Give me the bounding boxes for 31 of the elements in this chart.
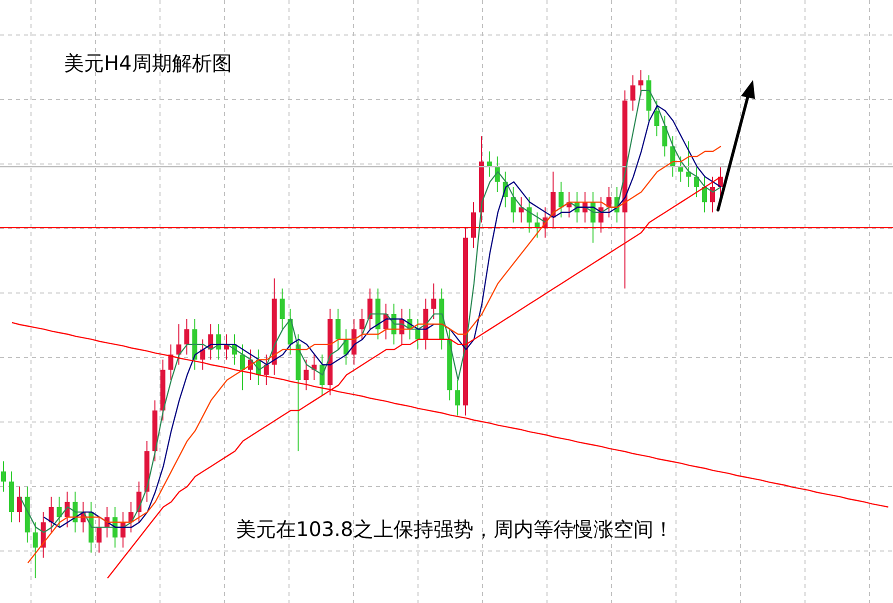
- candlestick: [1, 460, 6, 492]
- candlestick: [176, 324, 182, 366]
- candlestick: [606, 186, 612, 218]
- candlestick: [694, 166, 700, 198]
- candlestick: [654, 100, 660, 137]
- candlestick: [630, 74, 636, 112]
- candlestick: [184, 318, 190, 356]
- candlestick: [32, 522, 38, 579]
- candlestick: [702, 176, 708, 213]
- candlestick: [558, 181, 564, 218]
- candlestick: [96, 516, 102, 554]
- candlestick: [264, 354, 269, 386]
- candlestick: [304, 359, 309, 391]
- candlestick: [455, 379, 460, 416]
- candlestick: [168, 344, 174, 380]
- candlestick: [336, 308, 341, 350]
- candlestick: [638, 70, 644, 96]
- candlestick: [662, 115, 668, 157]
- candlestick: [16, 486, 22, 523]
- candlestick: [510, 186, 516, 224]
- annotation: 美元在103.8之上保持强势，周内等待慢涨空间！: [236, 516, 674, 543]
- candlestick: [240, 344, 245, 391]
- candlestick: [280, 288, 285, 330]
- chart-title: 美元H4周期解析图: [64, 50, 232, 77]
- candlestick: [56, 496, 62, 528]
- candlestick: [431, 282, 436, 320]
- candlestick: [367, 288, 372, 330]
- candlestick: [200, 338, 206, 370]
- candlestick: [686, 140, 692, 188]
- candlestick: [359, 308, 364, 340]
- candlestick: [48, 496, 54, 533]
